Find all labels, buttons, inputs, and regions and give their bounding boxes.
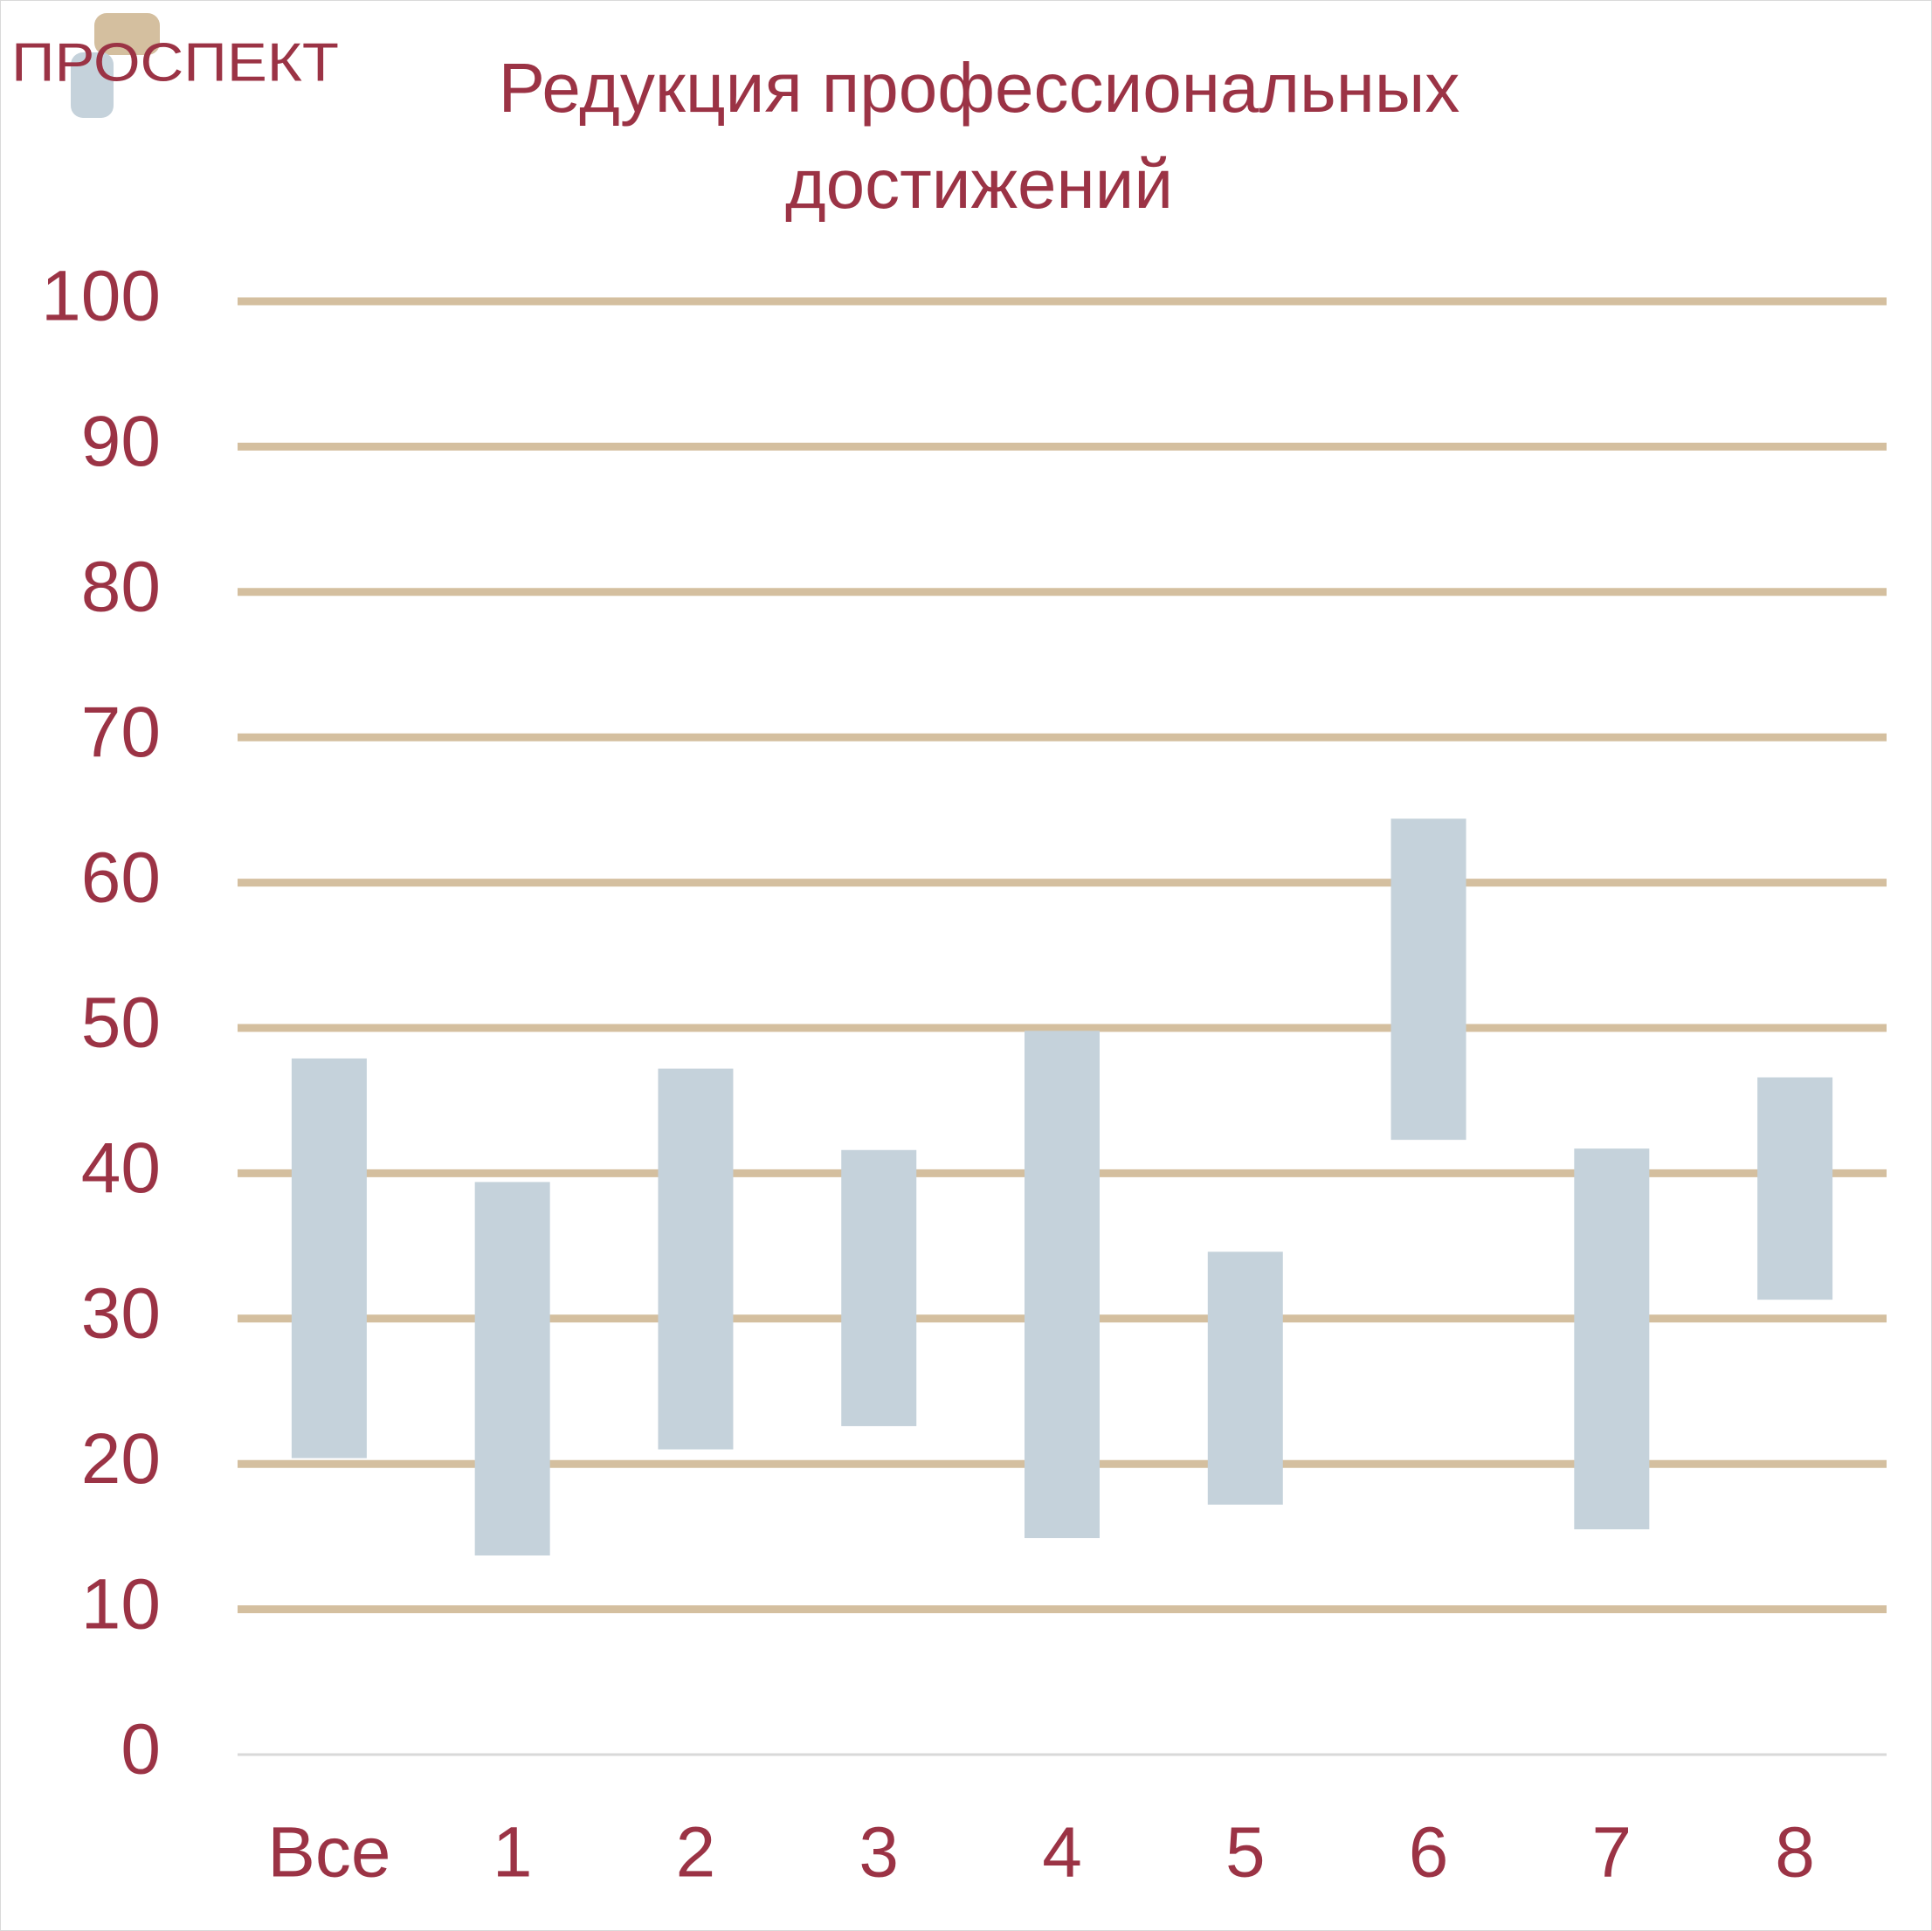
y-tick-label: 10	[81, 1564, 161, 1644]
x-tick-label: Все	[267, 1813, 390, 1893]
y-tick-label: 70	[81, 693, 161, 772]
x-tick-label: 3	[859, 1813, 899, 1893]
y-tick-label: 0	[121, 1710, 161, 1790]
range-bar	[658, 1068, 734, 1450]
range-bar	[1025, 1031, 1100, 1539]
x-tick-label: 7	[1592, 1813, 1632, 1893]
y-tick-label: 100	[41, 257, 161, 336]
range-bar	[1574, 1148, 1650, 1530]
range-bar	[474, 1182, 550, 1556]
logo-text: ПРОСПЕКТ	[11, 32, 339, 93]
y-tick-label: 20	[81, 1419, 161, 1499]
y-tick-label: 80	[81, 547, 161, 626]
x-tick-label: 5	[1225, 1813, 1266, 1893]
x-tick-label: 2	[676, 1813, 716, 1893]
chart-title: Редукция профессиональных достижений	[498, 49, 1460, 223]
y-tick-label: 50	[81, 983, 161, 1063]
y-tick-label: 30	[81, 1273, 161, 1353]
range-bar	[1390, 818, 1466, 1141]
y-tick-label: 40	[81, 1128, 161, 1208]
x-tick-label: 8	[1775, 1813, 1815, 1893]
x-tick-label: 6	[1409, 1813, 1449, 1893]
range-bar	[291, 1058, 367, 1459]
range-bar	[841, 1149, 917, 1426]
x-tick-label: 4	[1042, 1813, 1082, 1893]
logo-shape	[71, 52, 114, 118]
range-bar	[1207, 1252, 1283, 1505]
x-tick-label: 1	[493, 1813, 533, 1893]
logo-shape	[94, 13, 160, 55]
range-bar	[1757, 1077, 1833, 1300]
y-tick-label: 60	[81, 838, 161, 917]
y-tick-label: 90	[81, 402, 161, 481]
